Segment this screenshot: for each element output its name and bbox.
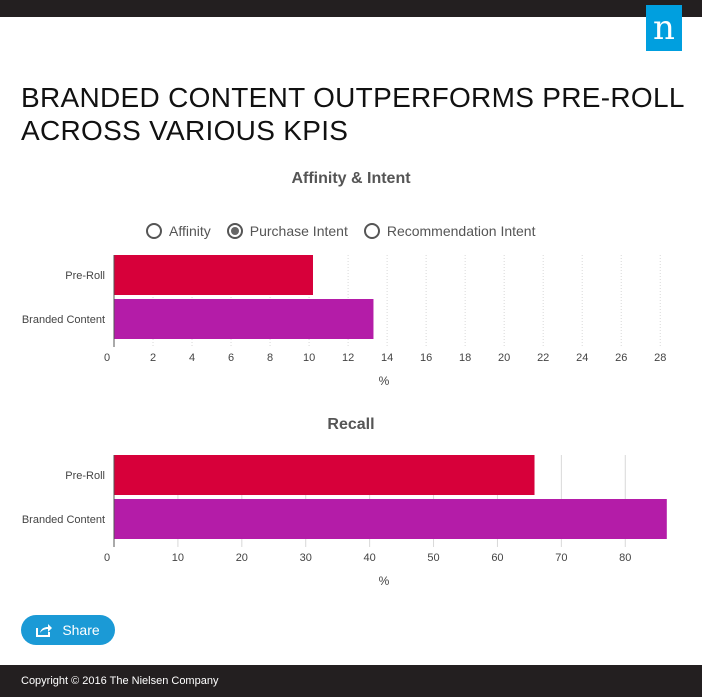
tick-label: 26 [615, 352, 627, 364]
category-label: Pre-Roll [65, 470, 105, 482]
share-label: Share [62, 622, 100, 638]
tick-label: 0 [104, 352, 110, 364]
category-label: Branded Content [22, 514, 105, 526]
top-bar [0, 0, 702, 17]
tick-label: 0 [104, 552, 110, 564]
tick-label: 16 [420, 352, 432, 364]
tick-label: 28 [654, 352, 666, 364]
bar-pre-roll [114, 455, 535, 495]
tick-label: 10 [303, 352, 315, 364]
recall-chart: Pre-Roll Branded Content 0 10 20 30 40 50 60 70 80… [22, 455, 667, 588]
category-label: Branded Content [22, 314, 105, 326]
radio-circle-icon[interactable] [146, 223, 162, 239]
bar-branded-content [114, 499, 667, 539]
copyright-text: Copyright © 2016 The Nielsen Company [21, 675, 219, 687]
x-axis-label: % [379, 574, 390, 588]
share-button[interactable]: Share [21, 615, 115, 645]
tick-label: 50 [427, 552, 439, 564]
radio-recommendation-intent[interactable]: Recommendation Intent [363, 223, 536, 239]
tick-label: 4 [189, 352, 195, 364]
tick-label: 40 [364, 552, 376, 564]
page-title: BRANDED CONTENT OUTPERFORMS PRE-ROLL ACR… [21, 82, 685, 146]
footer: Copyright © 2016 The Nielsen Company [0, 665, 702, 697]
radio-circle-icon[interactable] [363, 223, 380, 239]
tick-label: 8 [267, 352, 273, 364]
radio-label: Purchase Intent [249, 223, 348, 239]
nielsen-logo: n [646, 5, 682, 51]
tick-label: 2 [150, 352, 156, 364]
tick-label: 70 [555, 552, 567, 564]
tick-label: 22 [537, 352, 549, 364]
tick-label: 30 [300, 552, 312, 564]
radio-affinity[interactable]: Affinity [146, 223, 211, 239]
share-icon [36, 624, 53, 637]
radio-purchase-intent[interactable]: Purchase Intent [226, 223, 348, 239]
tick-label: 6 [228, 352, 234, 364]
radio-label: Recommendation Intent [386, 223, 536, 239]
tick-label: 80 [619, 552, 631, 564]
chart-title-affinity-intent: Affinity & Intent [291, 170, 411, 187]
tick-label: 20 [498, 352, 510, 364]
tick-label: 14 [381, 352, 393, 364]
bar-branded-content [114, 299, 374, 339]
tick-label: 18 [459, 352, 471, 364]
radio-circle-icon[interactable] [226, 223, 243, 239]
radio-label: Affinity [169, 223, 211, 239]
x-axis-label: % [379, 374, 390, 388]
tick-label: 12 [342, 352, 354, 364]
tick-label: 10 [172, 552, 184, 564]
metric-radio-group: Affinity Purchase Intent Recommendation … [146, 220, 551, 242]
tick-label: 20 [236, 552, 248, 564]
tick-label: 60 [491, 552, 503, 564]
tick-label: 24 [576, 352, 588, 364]
chart-title-recall: Recall [327, 416, 375, 433]
bar-pre-roll [114, 255, 313, 295]
category-label: Pre-Roll [65, 270, 105, 282]
